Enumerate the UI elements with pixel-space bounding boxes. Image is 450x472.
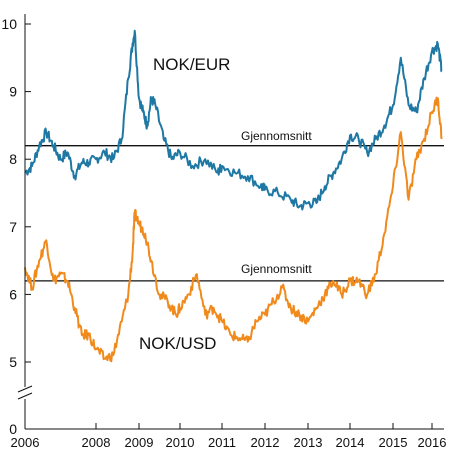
series-group: [24, 29, 443, 363]
x-tick-label: 2006: [11, 435, 40, 450]
x-tick-label: 2009: [125, 435, 154, 450]
average-label-usd: Gjennomsnitt: [241, 262, 312, 276]
x-tick-label: 2016: [418, 435, 447, 450]
y-tick-label: 0: [9, 421, 17, 437]
y-axis-break-mark: [17, 385, 33, 400]
y-tick-label: 10: [1, 16, 17, 32]
x-tick-label: 2011: [208, 435, 236, 450]
x-tick-label: 2015: [379, 435, 408, 450]
y-tick-label: 6: [9, 286, 17, 302]
average-label-eur: Gjennomsnitt: [241, 129, 312, 143]
series-label-nok-usd: NOK/USD: [139, 334, 216, 353]
x-tick-label: 2008: [82, 435, 111, 450]
y-tick-label: 7: [9, 219, 17, 235]
y-tick-label: 8: [9, 151, 17, 167]
axis-break-slash-2: [17, 392, 33, 400]
y-tick-label: 9: [9, 84, 17, 100]
series-line-nok-usd: [24, 96, 443, 363]
y-tick-label: 5: [9, 354, 17, 370]
x-tick-label: 2012: [251, 435, 280, 450]
series-label-nok-eur: NOK/EUR: [153, 55, 230, 74]
axis-break-slash-1: [17, 385, 33, 393]
x-tick-label: 2013: [294, 435, 323, 450]
x-tick-label: 2010: [166, 435, 195, 450]
x-tick-label: 2014: [336, 435, 365, 450]
series-line-nok-eur: [24, 29, 443, 211]
tick-labels: 0 5 6 7 8 9 10 2006 2008 2009 2010 2011 2012 2013 2014…: [1, 16, 446, 450]
axes: [17, 14, 444, 430]
